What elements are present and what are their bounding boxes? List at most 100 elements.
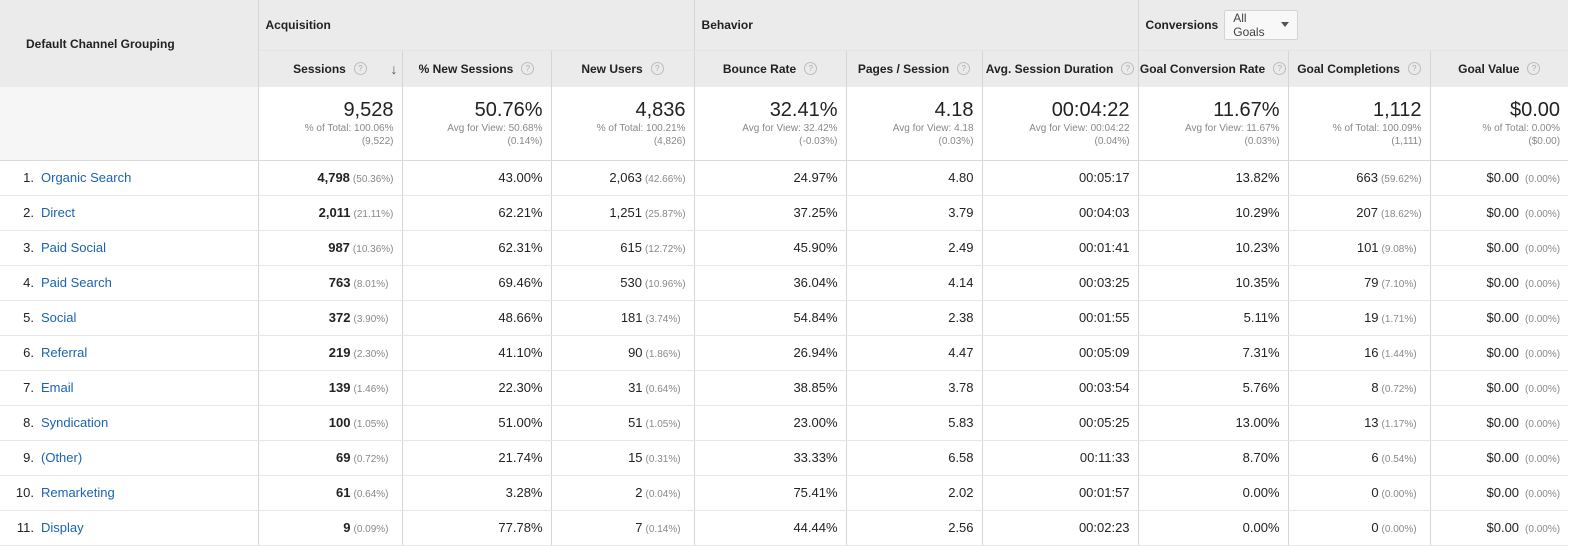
avg-session-duration-cell: 00:01:57: [981, 475, 1139, 511]
table-row: 10. Remarketing 61 (0.64%) 3.28% 2 (0.04%) 75.4…: [0, 475, 1569, 511]
channel-link[interactable]: Syndication: [41, 415, 109, 430]
goal-value-value: $0.00: [1486, 240, 1520, 255]
channel-link[interactable]: Paid Social: [41, 240, 107, 255]
channel-link[interactable]: Remarketing: [41, 485, 115, 500]
new-sessions-cell: 41.10%: [401, 335, 551, 371]
help-icon[interactable]: ?: [650, 62, 664, 76]
avg-session-duration-cell: 00:01:41: [981, 230, 1139, 266]
table-body: 9,528 % of Total: 100.06% (9,522) 50.76% Av…: [0, 87, 1569, 546]
total-note: % of Total: 100.06%: [304, 123, 394, 134]
help-icon[interactable]: ?: [1407, 62, 1421, 76]
new-users-value: 2,063: [609, 170, 642, 185]
total-note: (1,111): [1391, 136, 1422, 147]
goal-completions-percent: (0.54%): [1381, 454, 1417, 465]
goal-conversion-rate-cell: 10.29%: [1137, 195, 1289, 231]
column-label: Bounce Rate: [722, 61, 797, 76]
new-sessions-cell: 77.78%: [401, 510, 551, 546]
row-index: 2.: [23, 205, 34, 220]
row-index: 5.: [23, 310, 34, 325]
conversions-label: Conversions: [1145, 17, 1219, 32]
help-icon[interactable]: ?: [353, 62, 367, 76]
goal-value-percent: (0.00%): [1525, 244, 1561, 255]
column-header-goal-completions[interactable]: Goal Completions?: [1287, 50, 1431, 87]
row-index: 4.: [23, 275, 34, 290]
help-icon[interactable]: ?: [957, 62, 971, 76]
dimension-header[interactable]: Default Channel Grouping: [0, 0, 259, 87]
channel-cell: 1. Organic Search: [0, 160, 259, 196]
goal-value-percent: (0.00%): [1525, 489, 1561, 500]
table-row: 1. Organic Search 4,798 (50.36%) 43.00% 2,063…: [0, 160, 1569, 196]
sessions-percent: (8.01%): [353, 279, 389, 290]
new-sessions-cell: 22.30%: [401, 370, 551, 406]
channel-link[interactable]: (Other): [41, 450, 83, 465]
new-users-value: 530: [620, 275, 642, 290]
column-header-pages-session[interactable]: Pages / Session?: [845, 50, 983, 87]
channel-link[interactable]: Organic Search: [41, 170, 132, 185]
new-users-value: 51: [628, 415, 643, 430]
new-users-percent: (1.86%): [645, 349, 681, 360]
goal-value-cell: $0.00 (0.00%): [1429, 195, 1569, 231]
goal-completions-percent: (1.71%): [1381, 314, 1417, 325]
pages-session-cell: 3.78: [845, 370, 983, 406]
sort-descending-icon[interactable]: ↓: [390, 60, 398, 77]
new-users-percent: (0.04%): [645, 489, 681, 500]
column-header-new-sessions[interactable]: % New Sessions?: [401, 50, 551, 87]
table-row: 3. Paid Social 987 (10.36%) 62.31% 615 (12.72%…: [0, 230, 1569, 266]
column-header-goal-conversion-rate[interactable]: Goal Conversion Rate?: [1137, 50, 1289, 87]
channel-link[interactable]: Referral: [41, 345, 88, 360]
sessions-cell: 139 (1.46%): [257, 370, 402, 406]
goal-value-value: $0.00: [1486, 485, 1520, 500]
goal-select-dropdown[interactable]: All Goals: [1224, 9, 1299, 40]
goal-value-percent: (0.00%): [1525, 454, 1561, 465]
goal-completions-cell: 0 (0.00%): [1287, 510, 1431, 546]
new-sessions-cell: 21.74%: [401, 440, 551, 476]
pages-session-cell: 6.58: [845, 440, 983, 476]
help-icon[interactable]: ?: [1121, 62, 1135, 76]
new-users-cell: 51 (1.05%): [550, 405, 695, 441]
help-icon[interactable]: ?: [521, 62, 535, 76]
column-header-avg-session-duration[interactable]: Avg. Session Duration?: [981, 50, 1139, 87]
goal-completions-cell: 663 (59.62%): [1287, 160, 1431, 196]
goal-completions-value: 13: [1364, 415, 1379, 430]
sessions-value: 219: [328, 345, 351, 360]
sessions-value: 763: [328, 275, 351, 290]
column-label: Avg. Session Duration: [985, 61, 1114, 76]
help-icon[interactable]: ?: [1273, 62, 1287, 76]
totals-dimension-cell: [0, 87, 259, 161]
column-header-bounce-rate[interactable]: Bounce Rate?: [693, 50, 847, 87]
goal-conversion-rate-cell: 5.76%: [1137, 370, 1289, 406]
goal-value-percent: (0.00%): [1525, 314, 1561, 325]
channel-link[interactable]: Paid Search: [41, 275, 112, 290]
sessions-percent: (1.05%): [353, 419, 389, 430]
help-icon[interactable]: ?: [1527, 62, 1541, 76]
goal-value-value: $0.00: [1486, 415, 1520, 430]
column-header-sessions[interactable]: Sessions? ↓: [257, 50, 402, 87]
channel-cell: 3. Paid Social: [0, 230, 259, 266]
column-header-new-users[interactable]: New Users?: [550, 50, 695, 87]
bounce-rate-cell: 75.41%: [693, 475, 847, 511]
total-note: Avg for View: 00:04:22: [1029, 123, 1130, 134]
acquisition-group-header: Acquisition: [257, 0, 695, 51]
channel-link[interactable]: Email: [41, 380, 74, 395]
channel-cell: 9. (Other): [0, 440, 259, 476]
column-header-goal-value[interactable]: Goal Value?: [1429, 50, 1569, 87]
new-sessions-cell: 69.46%: [401, 265, 551, 301]
total-goal-value: $0.00 % of Total: 0.00% ($0.00): [1429, 87, 1569, 161]
total-value: 4,836: [635, 99, 686, 121]
channel-link[interactable]: Display: [41, 520, 84, 535]
total-note: (4,826): [653, 136, 686, 147]
channel-link[interactable]: Social: [41, 310, 77, 325]
goal-value-value: $0.00: [1486, 450, 1520, 465]
sessions-cell: 61 (0.64%): [257, 475, 402, 511]
total-value: 11.67%: [1213, 99, 1280, 121]
total-new-users: 4,836 % of Total: 100.21% (4,826): [550, 87, 695, 161]
bounce-rate-cell: 45.90%: [693, 230, 847, 266]
new-users-cell: 2 (0.04%): [550, 475, 695, 511]
help-icon[interactable]: ?: [804, 62, 818, 76]
goal-completions-value: 0: [1371, 520, 1379, 535]
sessions-cell: 763 (8.01%): [257, 265, 402, 301]
avg-session-duration-cell: 00:03:25: [981, 265, 1139, 301]
new-users-percent: (1.05%): [645, 419, 681, 430]
channel-link[interactable]: Direct: [41, 205, 75, 220]
avg-session-duration-cell: 00:11:33: [981, 440, 1139, 476]
